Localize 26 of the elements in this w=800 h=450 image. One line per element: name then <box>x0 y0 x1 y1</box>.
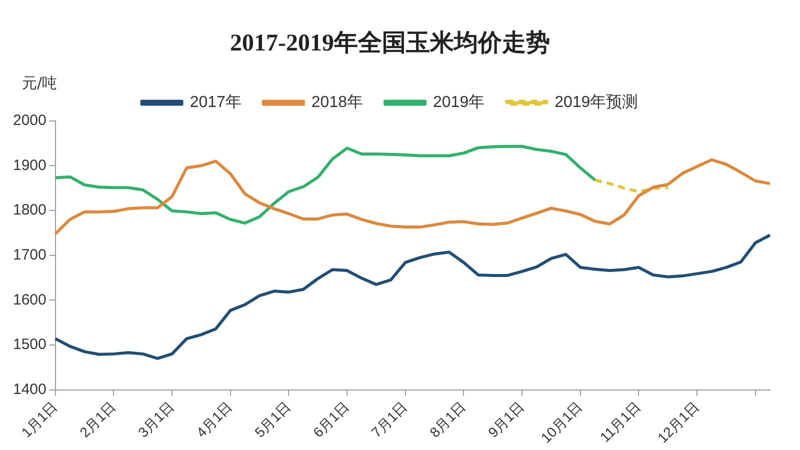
x-tick-label: 3月1日 <box>134 398 177 440</box>
y-tick-label: 1800 <box>12 202 46 219</box>
y-axis-title: 元/吨 <box>22 74 58 93</box>
y-tick-label: 1600 <box>12 291 46 308</box>
x-tick-label: 1月1日 <box>18 398 60 440</box>
x-tick-label: 10月1日 <box>538 398 586 446</box>
legend-label: 2019年 <box>433 94 485 112</box>
x-tick-label: 9月1日 <box>484 398 527 440</box>
x-tick-label: 7月1日 <box>368 398 410 440</box>
x-tick-label: 5月1日 <box>251 398 294 440</box>
x-tick-label: 8月1日 <box>426 398 469 440</box>
y-tick-label: 1700 <box>12 246 46 264</box>
y-tick-label: 1900 <box>12 156 46 174</box>
y-tick-label: 1500 <box>12 336 46 354</box>
legend-label: 2018年 <box>311 94 363 112</box>
x-tick-label: 12月1日 <box>654 398 702 446</box>
x-tick-label: 11月1日 <box>596 398 644 446</box>
legend-label: 2017年 <box>190 94 242 112</box>
x-tick-label: 2月1日 <box>76 398 119 440</box>
legend-label: 2019年预测 <box>554 94 638 112</box>
y-tick-label: 2000 <box>12 112 46 129</box>
x-tick-label: 4月1日 <box>193 398 236 440</box>
chart-title: 2017-2019年全国玉米均价走势 <box>230 30 550 57</box>
x-tick-label: 6月1日 <box>310 398 352 440</box>
line-series <box>593 178 670 194</box>
y-tick-label: 1400 <box>12 380 46 398</box>
